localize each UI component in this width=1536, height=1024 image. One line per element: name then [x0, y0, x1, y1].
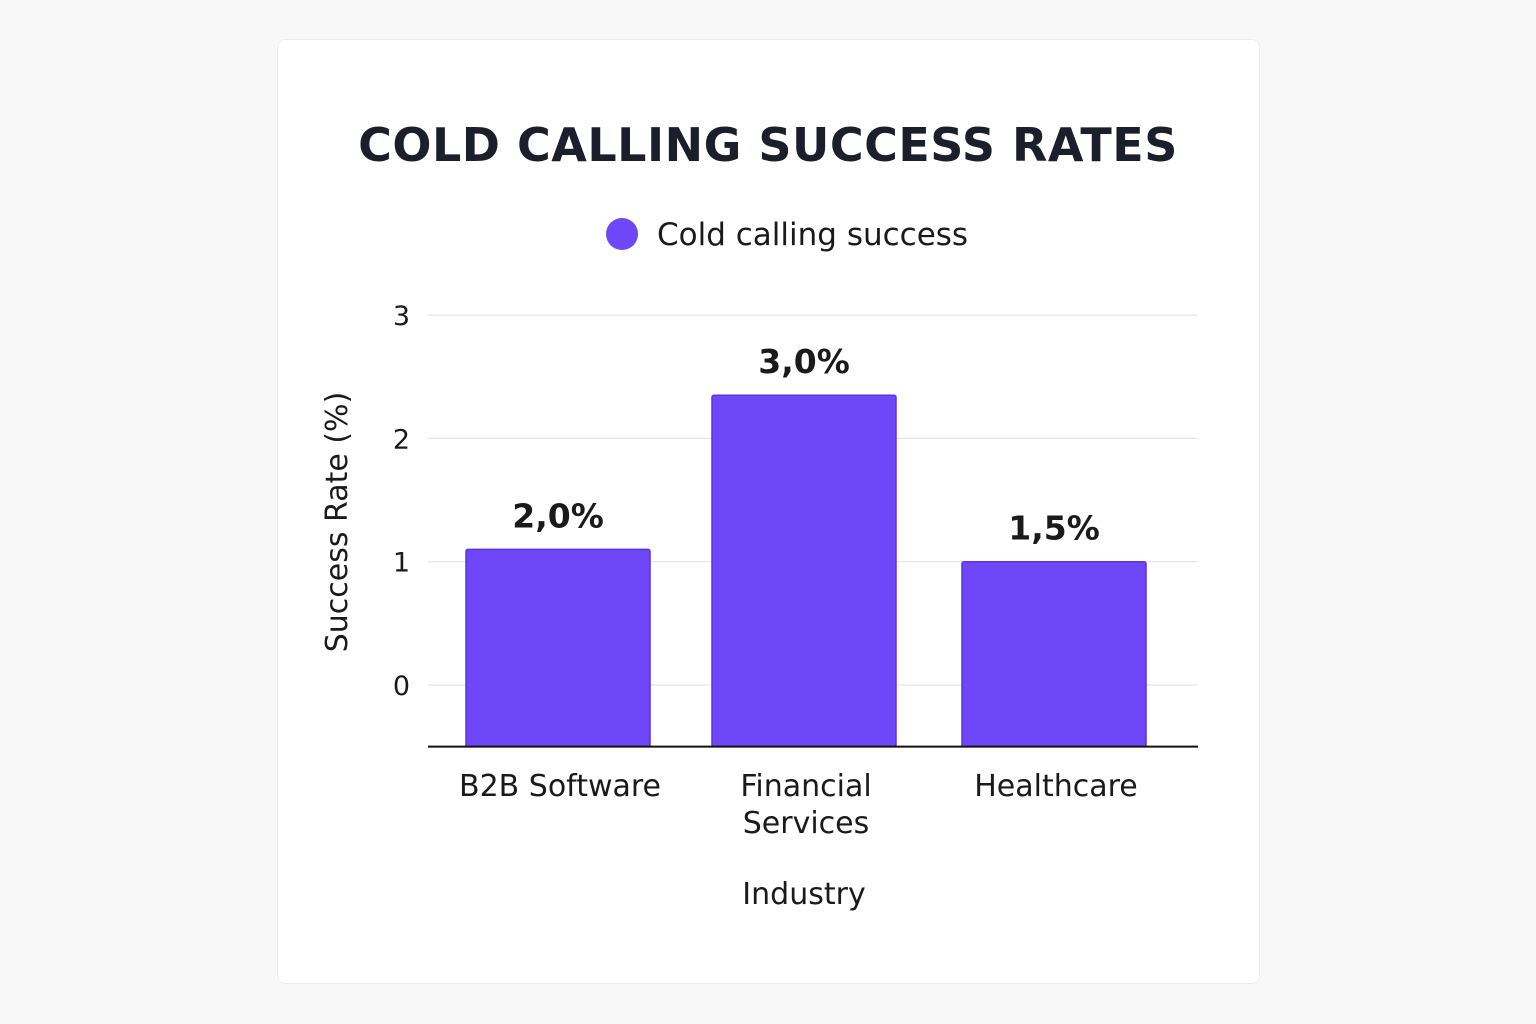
- bar-value-label: 3,0%: [758, 342, 850, 381]
- bar: [711, 394, 897, 748]
- chart-title: COLD CALLING SUCCESS RATES: [358, 118, 1178, 172]
- bar: [961, 560, 1147, 748]
- x-axis-title: Industry: [742, 877, 865, 912]
- x-tick-label: Financial: [740, 769, 871, 804]
- y-tick-label: 3: [393, 301, 410, 332]
- bar-value-label: 1,5%: [1008, 509, 1100, 548]
- bar-value-label: 2,0%: [512, 496, 604, 535]
- legend-marker: [606, 218, 638, 250]
- x-tick-label: Services: [743, 806, 870, 841]
- legend-label: Cold calling success: [657, 217, 968, 253]
- y-axis-title: Success Rate (%): [320, 392, 355, 653]
- bar: [465, 548, 651, 748]
- y-tick-label: 0: [393, 671, 410, 702]
- y-tick-label: 1: [393, 548, 410, 579]
- x-tick-label: B2B Software: [459, 769, 661, 804]
- x-tick-label: Healthcare: [974, 769, 1138, 804]
- y-tick-label: 2: [393, 424, 410, 455]
